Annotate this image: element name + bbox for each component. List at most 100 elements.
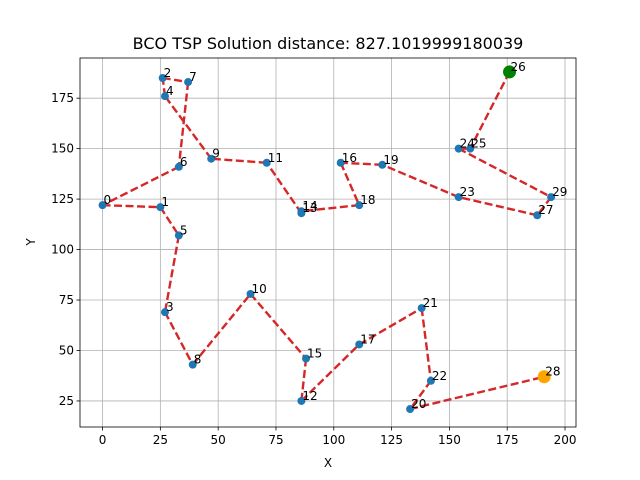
city-point [547, 193, 556, 202]
city-point [417, 304, 426, 313]
route-segment [102, 203, 161, 209]
route-segment [177, 81, 190, 167]
city-point [297, 207, 306, 216]
city-label: 7 [189, 70, 197, 84]
city-point [378, 160, 387, 169]
route-segment [164, 95, 213, 160]
city-label: 12 [302, 389, 317, 403]
route-segment [102, 165, 180, 207]
city-point [207, 154, 216, 163]
route-endpoints [503, 65, 551, 384]
city-point [188, 360, 197, 369]
route-segment [191, 293, 252, 366]
city-point [466, 144, 475, 153]
start-point [503, 65, 517, 79]
city-point [174, 231, 183, 240]
city-label: 23 [460, 185, 475, 199]
route-path [102, 71, 553, 411]
x-tick-label: 100 [322, 433, 345, 447]
city-point [246, 289, 255, 298]
city-label: 11 [268, 151, 283, 165]
y-tick-label: 175 [51, 91, 74, 105]
route-segment [163, 311, 194, 366]
x-tick-label: 25 [153, 433, 168, 447]
route-segment [381, 163, 460, 199]
city-point [156, 203, 165, 212]
x-tick-label: 175 [496, 433, 519, 447]
city-label: 14 [302, 199, 317, 213]
city-point [406, 405, 415, 414]
city-label: 20 [411, 397, 426, 411]
city-point [355, 340, 364, 349]
y-tick-label: 125 [51, 192, 74, 206]
route-segment [420, 307, 433, 381]
city-label: 29 [552, 185, 567, 199]
city-point [302, 354, 311, 363]
city-point [454, 144, 463, 153]
city-point [98, 201, 107, 210]
city-point [262, 158, 271, 167]
city-label: 21 [423, 296, 438, 310]
city-label: 24 [460, 137, 475, 151]
plot-frame [79, 57, 577, 428]
city-label: 9 [212, 147, 220, 161]
y-tick-label: 75 [59, 293, 74, 307]
y-tick-label: 25 [59, 394, 74, 408]
route-segment [249, 293, 307, 360]
city-label: 10 [252, 282, 267, 296]
y-axis-label: Y [24, 238, 38, 247]
route-segment [300, 343, 361, 402]
x-tick-label: 75 [268, 433, 283, 447]
city-point [184, 78, 193, 87]
city-label: 25 [471, 137, 486, 151]
city-point [454, 193, 463, 202]
route-segment [469, 71, 511, 150]
city-label: 8 [194, 353, 202, 367]
city-point [174, 162, 183, 171]
city-label: 1 [161, 195, 169, 209]
y-tick-label: 150 [51, 142, 74, 156]
route-segment [409, 380, 432, 410]
route-segment [340, 161, 383, 166]
x-tick-label: 0 [99, 433, 107, 447]
x-tick-label: 50 [211, 433, 226, 447]
route-segment [163, 235, 181, 313]
city-label: 26 [511, 60, 526, 74]
city-point [355, 201, 364, 210]
city-point [336, 158, 345, 167]
grid [80, 58, 576, 427]
route-segment [358, 307, 423, 346]
city-label: 19 [383, 153, 398, 167]
city-label: 5 [180, 223, 188, 237]
route-segment [265, 162, 303, 214]
city-label: 15 [307, 347, 322, 361]
city-label: 3 [166, 300, 174, 314]
city-label: 18 [360, 193, 375, 207]
city-label: 6 [180, 155, 188, 169]
route-segment [300, 358, 308, 402]
city-points [98, 67, 556, 414]
city-label: 13 [302, 201, 317, 215]
route-segment [301, 203, 360, 213]
route-segment [159, 206, 180, 237]
chart-title: BCO TSP Solution distance: 827.101999918… [133, 34, 524, 53]
route-segment [211, 157, 267, 164]
city-label: 0 [104, 193, 112, 207]
city-label: 4 [166, 84, 174, 98]
x-tick-label: 200 [554, 433, 577, 447]
city-point [160, 308, 169, 317]
city-point [426, 376, 435, 385]
city-labels: 0 123456789101112131415161718192021222324… [104, 60, 568, 411]
city-label: 28 [545, 365, 560, 379]
city-label: 17 [360, 332, 375, 346]
city-point [533, 211, 542, 220]
route-segment [458, 147, 552, 199]
y-tick-label: 50 [59, 343, 74, 357]
x-axis-label: X [324, 456, 332, 470]
x-tick-label: 125 [380, 433, 403, 447]
route-segment [339, 162, 361, 206]
route-segment [458, 195, 538, 217]
